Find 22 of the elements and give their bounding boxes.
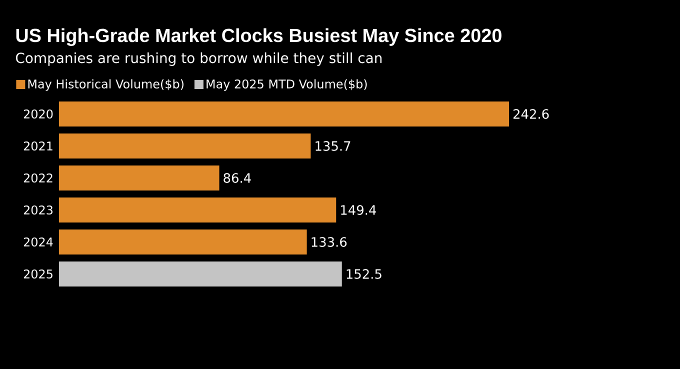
y-tick-label: 2020 <box>24 109 53 119</box>
data-label: 149.4 <box>341 205 376 215</box>
y-tick-label: 2021 <box>24 141 52 151</box>
data-label: 242.6 <box>513 109 549 119</box>
data-label: 152.5 <box>346 269 382 279</box>
bar <box>59 102 510 126</box>
y-tick-label: 2022 <box>24 173 52 183</box>
y-tick-label: 2024 <box>24 237 53 247</box>
data-label: 133.6 <box>312 237 347 247</box>
bar <box>59 262 342 286</box>
y-tick-label: 2025 <box>24 269 52 279</box>
bar <box>59 134 311 158</box>
legend-label: May Historical Volume($b) <box>28 79 184 91</box>
bar <box>59 166 220 190</box>
y-tick-label: 2023 <box>24 205 53 215</box>
data-label: 86.4 <box>224 173 251 183</box>
data-label: 135.7 <box>316 141 350 151</box>
legend-label: May 2025 MTD Volume($b) <box>206 79 367 91</box>
chart-subtitle: Companies are rushing to borrow while they still can <box>16 52 382 66</box>
chart-title: US High-Grade Market Clocks Busiest May Since 2020 <box>16 28 502 46</box>
bar <box>59 198 336 222</box>
bar <box>59 230 307 254</box>
